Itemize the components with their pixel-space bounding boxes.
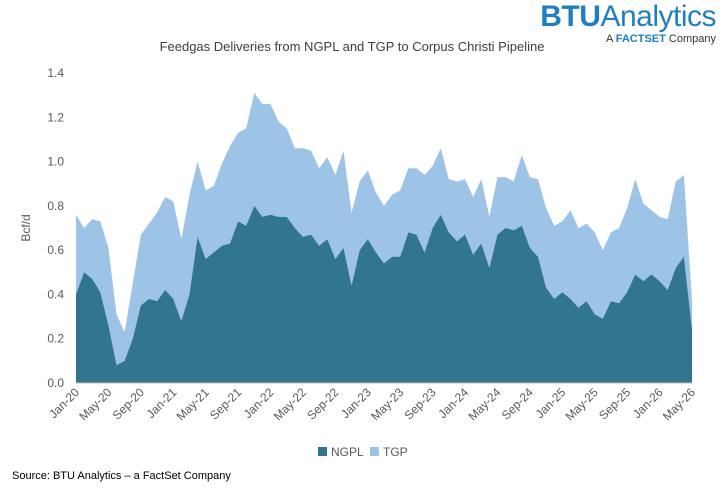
x-tick-label: Sep-24 [499,385,536,422]
legend-label: NGPL [331,445,364,459]
x-tick-label: Sep-21 [207,385,244,422]
legend-swatch [318,447,327,456]
y-axis: 0.0 0.2 0.4 0.6 0.8 1.0 1.2 1.4 [47,66,64,390]
logo-name-bold: BTU [540,0,601,33]
y-axis-label: Bcf/d [19,214,33,241]
x-tick-label: Jan-21 [144,385,180,421]
logo-tagline: A FACTSET Company [540,33,716,45]
y-tick-label: 0.8 [47,199,64,213]
x-tick-label: Jan-25 [533,385,569,421]
x-tick-label: Jan-20 [46,385,82,421]
x-tick-label: Jan-23 [338,385,374,421]
x-tick-label: Sep-20 [110,385,147,422]
x-tick-label: May-20 [76,385,114,423]
logo-tag-post: Company [668,33,716,45]
logo-tag-brand: FACTSET [615,33,666,45]
x-tick-label: Sep-22 [304,385,341,422]
logo-name-rest: Analytics [600,0,716,33]
y-tick-label: 0.2 [47,332,64,346]
x-tick-label: Jan-24 [435,385,471,421]
x-tick-label: Sep-25 [596,385,633,422]
y-tick-label: 0.6 [47,243,64,257]
series-area-tgp [76,92,692,366]
x-tick-label: May-21 [174,385,212,423]
logo-tag-pre: A [605,33,613,45]
plot-area [76,92,692,384]
x-tick-label: Jan-26 [630,385,666,421]
y-tick-label: 1.2 [47,110,64,124]
y-tick-label: 0.0 [47,376,64,390]
series-area-ngpl [76,205,692,383]
legend-swatch [370,447,379,456]
legend-label: TGP [383,445,408,459]
brand-logo: BTUAnalytics A FACTSET Company [540,2,716,46]
x-tick-label: May-26 [660,385,698,423]
x-tick-label: May-25 [563,385,601,423]
legend: NGPL TGP [318,445,408,459]
logo-wordmark: BTUAnalytics [540,2,716,32]
y-tick-label: 0.4 [47,287,64,301]
x-tick-label: May-23 [368,385,406,423]
y-tick-label: 1.4 [47,66,64,80]
x-tick-label: Jan-22 [241,385,277,421]
source-note: Source: BTU Analytics – a FactSet Compan… [12,470,231,482]
y-tick-label: 1.0 [47,155,64,169]
x-tick-label: May-22 [271,385,309,423]
x-tick-label: May-24 [465,385,503,423]
x-tick-label: Sep-23 [401,385,438,422]
x-axis: Jan-20May-20Sep-20Jan-21May-21Sep-21Jan-… [46,385,698,423]
chart-title: Feedgas Deliveries from NGPL and TGP to … [160,39,545,54]
